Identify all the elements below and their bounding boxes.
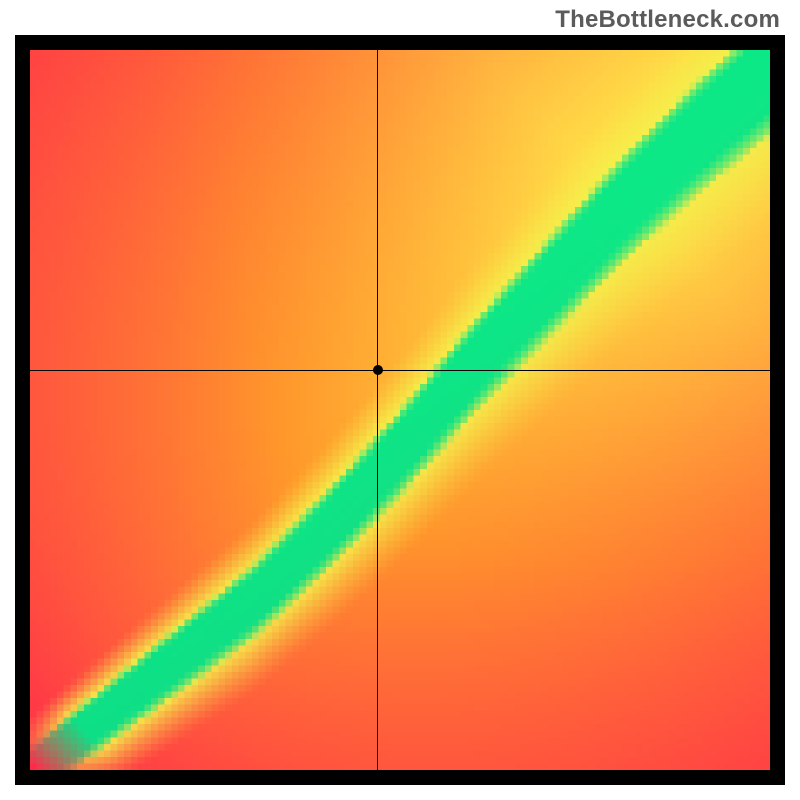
heatmap-canvas: [30, 50, 770, 770]
crosshair-dot: [373, 365, 383, 375]
watermark: TheBottleneck.com: [555, 6, 780, 34]
crosshair-vertical: [377, 50, 378, 770]
chart-frame: [15, 35, 785, 785]
crosshair-horizontal: [30, 370, 770, 371]
